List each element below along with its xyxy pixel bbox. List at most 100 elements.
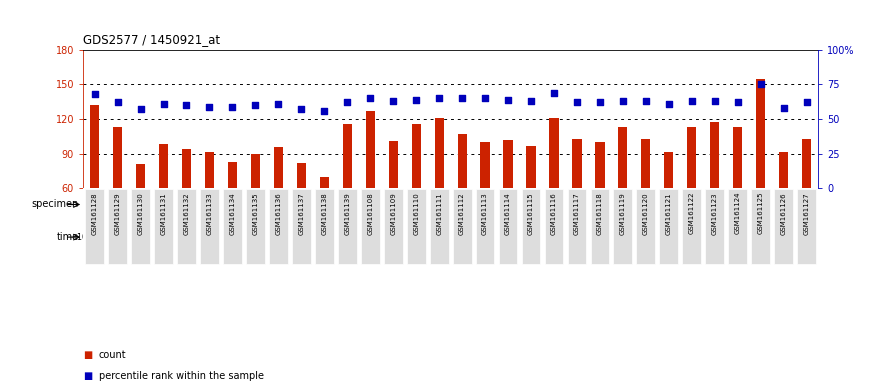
Point	[294, 106, 308, 113]
Point	[88, 91, 102, 97]
Point	[202, 104, 216, 110]
Bar	[113, 127, 123, 188]
Bar	[430, 189, 449, 264]
Bar	[543, 221, 588, 253]
Bar	[458, 134, 466, 188]
Text: 10.5 dpc: 10.5 dpc	[77, 233, 112, 242]
Text: time: time	[57, 232, 79, 242]
Text: 12 h: 12 h	[465, 233, 482, 242]
Text: GSM161130: GSM161130	[137, 192, 144, 235]
Bar	[269, 189, 288, 264]
Bar	[527, 146, 536, 188]
Bar	[476, 189, 494, 264]
Bar	[550, 118, 558, 188]
Bar	[359, 188, 818, 221]
Bar	[591, 189, 609, 264]
Point	[639, 98, 653, 104]
Point	[753, 81, 767, 88]
Bar	[228, 162, 237, 188]
Bar	[159, 144, 168, 188]
Bar	[497, 221, 542, 253]
Text: GSM161109: GSM161109	[390, 192, 396, 235]
Bar	[246, 189, 265, 264]
Bar	[635, 221, 725, 253]
Text: GSM161110: GSM161110	[413, 192, 419, 235]
Text: GSM161120: GSM161120	[643, 192, 649, 235]
Text: GSM161135: GSM161135	[252, 192, 258, 235]
Text: percentile rank within the sample: percentile rank within the sample	[99, 371, 264, 381]
Text: 13.5 dpc: 13.5 dpc	[146, 233, 181, 242]
Text: specimen: specimen	[31, 199, 79, 210]
Bar	[595, 142, 605, 188]
Text: GSM161129: GSM161129	[115, 192, 121, 235]
Bar	[407, 189, 425, 264]
Bar	[200, 189, 219, 264]
Text: ■: ■	[83, 350, 93, 360]
Bar	[107, 221, 129, 253]
Text: GSM161117: GSM161117	[574, 192, 580, 235]
Bar	[480, 142, 490, 188]
Bar	[297, 163, 306, 188]
Point	[271, 101, 285, 107]
Text: GSM161139: GSM161139	[344, 192, 350, 235]
Text: 48 h: 48 h	[672, 233, 690, 242]
Bar	[274, 147, 283, 188]
Text: developing liver: developing liver	[182, 199, 260, 210]
Bar	[435, 118, 444, 188]
Text: GSM161113: GSM161113	[482, 192, 488, 235]
Bar	[522, 189, 541, 264]
Point	[800, 99, 814, 106]
Point	[340, 99, 354, 106]
Text: 72 h: 72 h	[763, 233, 781, 242]
Point	[708, 98, 722, 104]
Text: 14.5 dpc: 14.5 dpc	[169, 233, 204, 242]
Bar	[733, 127, 742, 188]
Text: GSM161138: GSM161138	[321, 192, 327, 235]
Bar	[84, 221, 106, 253]
Point	[386, 98, 400, 104]
Text: 11.5 dpc: 11.5 dpc	[100, 233, 135, 242]
Bar	[572, 139, 582, 188]
Text: GSM161133: GSM161133	[206, 192, 213, 235]
Bar	[664, 152, 674, 188]
Point	[478, 95, 492, 101]
Bar	[199, 221, 358, 253]
Text: GSM161132: GSM161132	[184, 192, 190, 235]
Text: GSM161118: GSM161118	[597, 192, 603, 235]
Bar	[774, 189, 793, 264]
Bar	[728, 189, 747, 264]
Point	[432, 95, 446, 101]
Bar	[182, 149, 191, 188]
Bar	[752, 189, 770, 264]
Bar	[687, 127, 696, 188]
Text: GSM161127: GSM161127	[803, 192, 809, 235]
Point	[501, 97, 515, 103]
Bar	[366, 111, 374, 188]
Bar	[319, 177, 329, 188]
Point	[248, 102, 262, 108]
Bar	[315, 189, 333, 264]
Text: GSM161125: GSM161125	[758, 192, 764, 235]
Bar	[176, 221, 198, 253]
Bar	[797, 189, 816, 264]
Bar	[382, 221, 404, 253]
Text: GDS2577 / 1450921_at: GDS2577 / 1450921_at	[83, 33, 220, 46]
Text: count: count	[99, 350, 127, 360]
Point	[179, 102, 193, 108]
Text: GSM161116: GSM161116	[551, 192, 557, 235]
Bar	[636, 189, 655, 264]
Point	[662, 101, 676, 107]
Text: GSM161122: GSM161122	[689, 192, 695, 235]
Bar	[338, 189, 357, 264]
Text: GSM161131: GSM161131	[160, 192, 166, 235]
Bar	[802, 139, 811, 188]
Bar	[613, 189, 633, 264]
Bar	[152, 221, 174, 253]
Bar	[705, 189, 724, 264]
Bar	[503, 140, 513, 188]
Text: GSM161114: GSM161114	[505, 192, 511, 235]
Text: GSM161137: GSM161137	[298, 192, 304, 235]
Text: 1 h: 1 h	[387, 233, 400, 242]
Point	[524, 98, 538, 104]
Bar	[130, 221, 151, 253]
